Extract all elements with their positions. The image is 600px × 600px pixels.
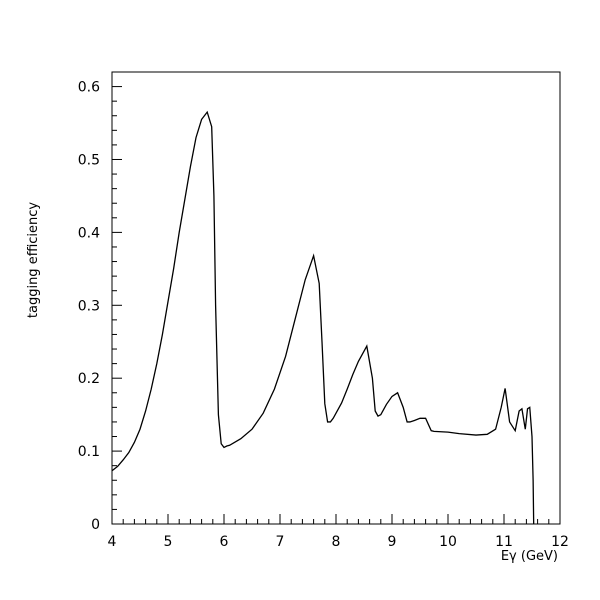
y-tick-label: 0.3 [78, 298, 100, 314]
y-tick-label: 0 [91, 517, 100, 533]
x-tick-label: 4 [108, 534, 117, 550]
x-tick-label: 8 [332, 534, 341, 550]
x-tick-label: 6 [220, 534, 229, 550]
y-tick-label: 0.4 [78, 225, 100, 241]
x-tick-label: 10 [439, 534, 457, 550]
x-axis-ticks [111, 514, 561, 524]
y-tick-label: 0.5 [78, 152, 100, 168]
x-tick-label: 5 [164, 534, 173, 550]
y-axis-tick-labels: 0 0.1 0.2 0.3 0.4 0.5 0.6 [78, 80, 100, 533]
x-tick-label: 11 [495, 534, 513, 550]
x-axis-tick-labels: 4 5 6 7 8 9 10 11 12 [108, 534, 569, 550]
x-tick-label: 9 [388, 534, 397, 550]
y-tick-label: 0.6 [78, 80, 100, 96]
efficiency-series-line [111, 110, 535, 525]
x-tick-label: 7 [276, 534, 285, 550]
x-tick-label: 12 [551, 534, 569, 550]
y-axis-label: tagging efficiency [26, 202, 41, 319]
x-axis-label: Eγ (GeV) [501, 549, 558, 564]
y-axis-ticks [112, 71, 122, 525]
plot-frame [111, 71, 561, 525]
y-tick-label: 0.1 [78, 444, 100, 460]
y-tick-label: 0.2 [78, 371, 100, 387]
